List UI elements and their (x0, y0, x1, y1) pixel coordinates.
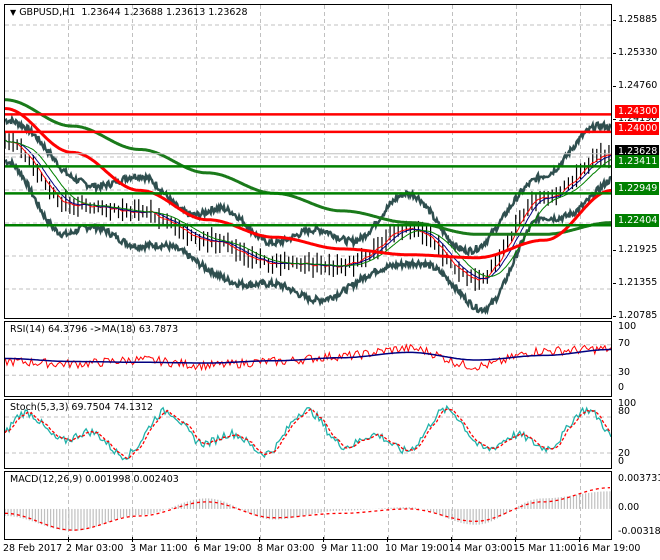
rsi-panel[interactable]: RSI(14) 64.3796 ->MA(18) 63.7873 (4, 321, 612, 397)
resistance-tag-2: 1.24000 (615, 122, 659, 135)
macd-axis-max: 0.003731 (618, 473, 660, 484)
collapse-triangle-icon[interactable]: ▼ (10, 8, 17, 17)
current-price-tag: 1.23628 (615, 145, 659, 158)
macd-axis-min: -0.00318 (618, 526, 660, 537)
stoch-axis-100: 100 (618, 398, 637, 409)
price-tick: 1.25330 (612, 47, 658, 58)
price-tick: 1.20785 (612, 310, 658, 321)
time-label: 15 Mar 11:00 (513, 543, 577, 554)
macd-title: MACD(12,26,9) 0.001998 0.002403 (10, 474, 179, 485)
macd-axis-zero: 0.00 (618, 502, 640, 513)
stochastic-title: Stoch(5,3,3) 69.7504 74.1312 (10, 402, 154, 413)
time-label: 16 Mar 19:00 (577, 543, 641, 554)
rsi-axis-0: 0 (618, 382, 625, 393)
price-tick: 1.25885 (612, 14, 658, 25)
macd-panel[interactable]: MACD(12,26,9) 0.001998 0.002403 (4, 471, 612, 540)
time-label: 9 Mar 11:00 (321, 543, 379, 554)
time-label: 28 Feb 2017 (3, 543, 63, 554)
macd-canvas[interactable] (5, 472, 612, 540)
support-tag-1: 1.23411 (615, 155, 659, 168)
time-label: 2 Mar 03:00 (66, 543, 124, 554)
stoch-axis-0: 0 (618, 456, 625, 467)
chart-header: ▼ GBPUSD,H1 1.23644 1.23688 1.23613 1.23… (10, 7, 248, 18)
stoch-axis-20: 20 (618, 448, 631, 459)
time-label: 10 Mar 19:00 (385, 543, 449, 554)
time-label: 3 Mar 11:00 (130, 543, 188, 554)
stoch-axis-80: 80 (618, 406, 631, 417)
ohlc-values: 1.23644 1.23688 1.23613 1.23628 (81, 7, 248, 18)
support-tag-3: 1.22404 (615, 214, 659, 227)
stochastic-panel[interactable]: Stoch(5,3,3) 69.7504 74.1312 (4, 399, 612, 469)
time-label: 8 Mar 03:00 (257, 543, 315, 554)
stochastic-canvas[interactable] (5, 400, 612, 469)
rsi-axis-100: 100 (618, 321, 637, 332)
symbol-label: GBPUSD,H1 (19, 7, 76, 18)
rsi-axis-30: 30 (618, 367, 631, 378)
price-tick: 1.21355 (612, 277, 658, 288)
price-chart-canvas[interactable] (5, 5, 612, 319)
price-chart-panel[interactable]: ▼ GBPUSD,H1 1.23644 1.23688 1.23613 1.23… (4, 4, 612, 319)
time-label: 6 Mar 19:00 (194, 543, 252, 554)
price-tick: 1.24760 (612, 80, 658, 91)
rsi-axis-70: 70 (618, 338, 631, 349)
price-tick: 1.24190 (612, 113, 658, 124)
rsi-canvas[interactable] (5, 322, 612, 397)
time-label: 14 Mar 03:00 (449, 543, 513, 554)
resistance-tag-1: 1.24300 (615, 105, 659, 118)
support-tag-2: 1.22949 (615, 182, 659, 195)
rsi-title: RSI(14) 64.3796 ->MA(18) 63.7873 (10, 324, 179, 335)
price-tick: 1.21925 (612, 244, 658, 255)
